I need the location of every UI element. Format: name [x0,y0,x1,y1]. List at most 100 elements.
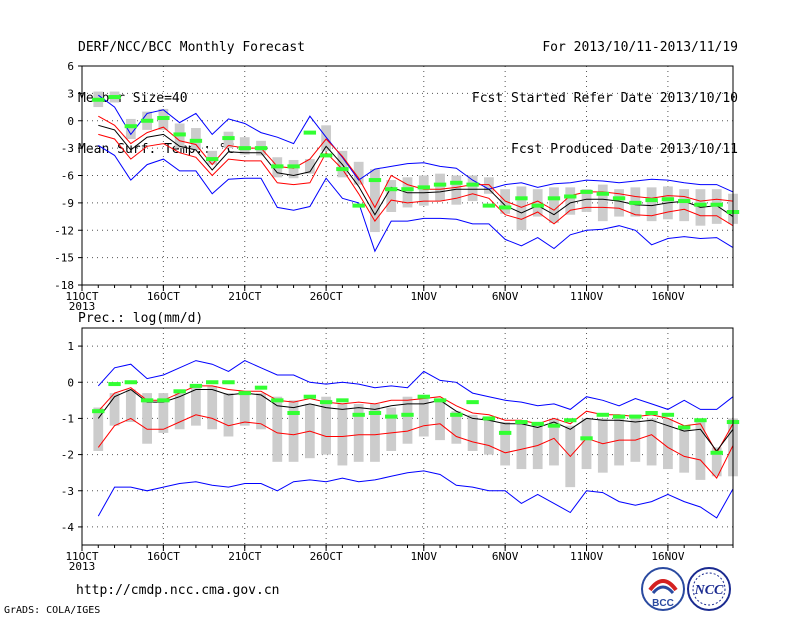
y-tick-label: -3 [61,142,74,155]
forecast-marker [271,398,284,403]
y-tick-label: -3 [61,485,74,498]
x-tick-label: 6NOV [492,290,519,303]
ensemble-box [125,118,136,139]
ensemble-box [370,169,380,233]
forecast-range: For 2013/10/11-2013/11/19 [542,40,738,55]
forecast-marker [108,382,121,387]
forecast-marker [694,202,707,207]
forecast-marker [710,202,723,207]
forecast-marker [482,416,496,421]
forecast-marker [515,196,528,201]
forecast-marker [287,410,300,415]
x-tick-label: 21OCT [228,290,261,303]
bcc-logo-icon: BCC [641,567,685,611]
ensemble-box [549,418,559,466]
ensemble-box [288,159,299,179]
ensemble-box [500,422,511,466]
forecast-marker [433,182,447,187]
x-tick-label: 26OCT [310,550,343,563]
ensemble-box [353,161,364,185]
ensemble-box [223,393,234,437]
forecast-marker [564,418,577,423]
forecast-marker [206,157,219,162]
y-tick-label: 0 [67,115,74,128]
forecast-marker [466,400,479,405]
forecast-marker [108,95,121,100]
forecast-marker [222,136,235,141]
ensemble-box [516,186,527,231]
forecast-marker [547,423,561,428]
ensemble-box [663,418,673,470]
forecast-marker [580,189,593,194]
x-tick-label: 11NOV [570,550,603,563]
series-line-q25 [98,133,734,227]
ensemble-box [288,400,299,462]
forecast-marker [450,412,463,417]
ensemble-box [581,189,592,212]
chart-title: DERF/NCC/BCC Monthly Forecast [78,40,305,55]
fcst-started: Fcst Started Refer Date 2013/10/10 [471,91,738,106]
header-right: For 2013/10/11-2013/11/19 Fcst Started R… [472,10,738,178]
forecast-marker [645,410,658,415]
forecast-marker [336,398,349,403]
y-tick-label: 1 [67,340,74,353]
grads-credit: GrADS: COLA/IGES [4,605,101,616]
forecast-marker [173,389,186,394]
ensemble-box [321,396,332,455]
forecast-marker [498,430,512,435]
ensemble-box [402,396,413,444]
y-tick-label: -1 [61,412,74,425]
forecast-marker [417,185,430,190]
ensemble-box [207,385,218,430]
forecast-marker [661,412,675,417]
forecast-marker [254,146,268,151]
forecast-marker [124,380,138,385]
y-tick-label: 3 [67,87,74,100]
forecast-marker [385,187,398,192]
series-line-min [98,144,734,253]
ensemble-box [532,189,543,217]
forecast-marker [612,414,626,419]
y-tick-label: 0 [67,376,74,389]
ensemble-box [614,189,624,217]
forecast-marker [287,164,300,169]
ensemble-box [646,187,657,222]
ensemble-box [93,407,104,451]
ensemble-box [435,400,445,441]
forecast-marker [580,436,593,441]
ensemble-box [239,137,250,155]
ensemble-box [321,125,332,151]
lower-panel-ylabel: Prec.: log(mm/d) [78,311,204,326]
ensemble-box [451,175,462,205]
ensemble-box [142,393,152,444]
ensemble-box [386,407,397,451]
ensemble-box [174,389,185,430]
ensemble-box [614,418,624,466]
forecast-marker [140,118,154,123]
y-tick-label: -6 [61,170,74,183]
source-url[interactable]: http://cmdp.ncc.cma.gov.cn [76,583,280,598]
forecast-marker [466,182,479,187]
forecast-marker [336,167,349,172]
x-tick-label: 21OCT [228,550,261,563]
forecast-marker [238,391,251,396]
forecast-marker [401,412,414,417]
x-tick-label: 26OCT [310,290,343,303]
ensemble-box [125,389,136,423]
ensemble-box [337,403,348,466]
ensemble-box [272,396,283,462]
fcst-produced: Fcst Produced Date 2013/10/11 [511,142,738,157]
forecast-marker [222,380,235,385]
forecast-marker [645,198,658,203]
forecast-marker [547,196,561,201]
ensemble-box [239,393,250,426]
series-line-q75 [97,385,734,454]
forecast-marker [189,138,203,143]
forecast-marker [677,199,691,204]
x-tick-label: 11OCT [65,550,98,563]
y-tick-label: -18 [54,279,74,292]
ensemble-box [695,422,706,480]
forecast-marker [368,178,382,183]
